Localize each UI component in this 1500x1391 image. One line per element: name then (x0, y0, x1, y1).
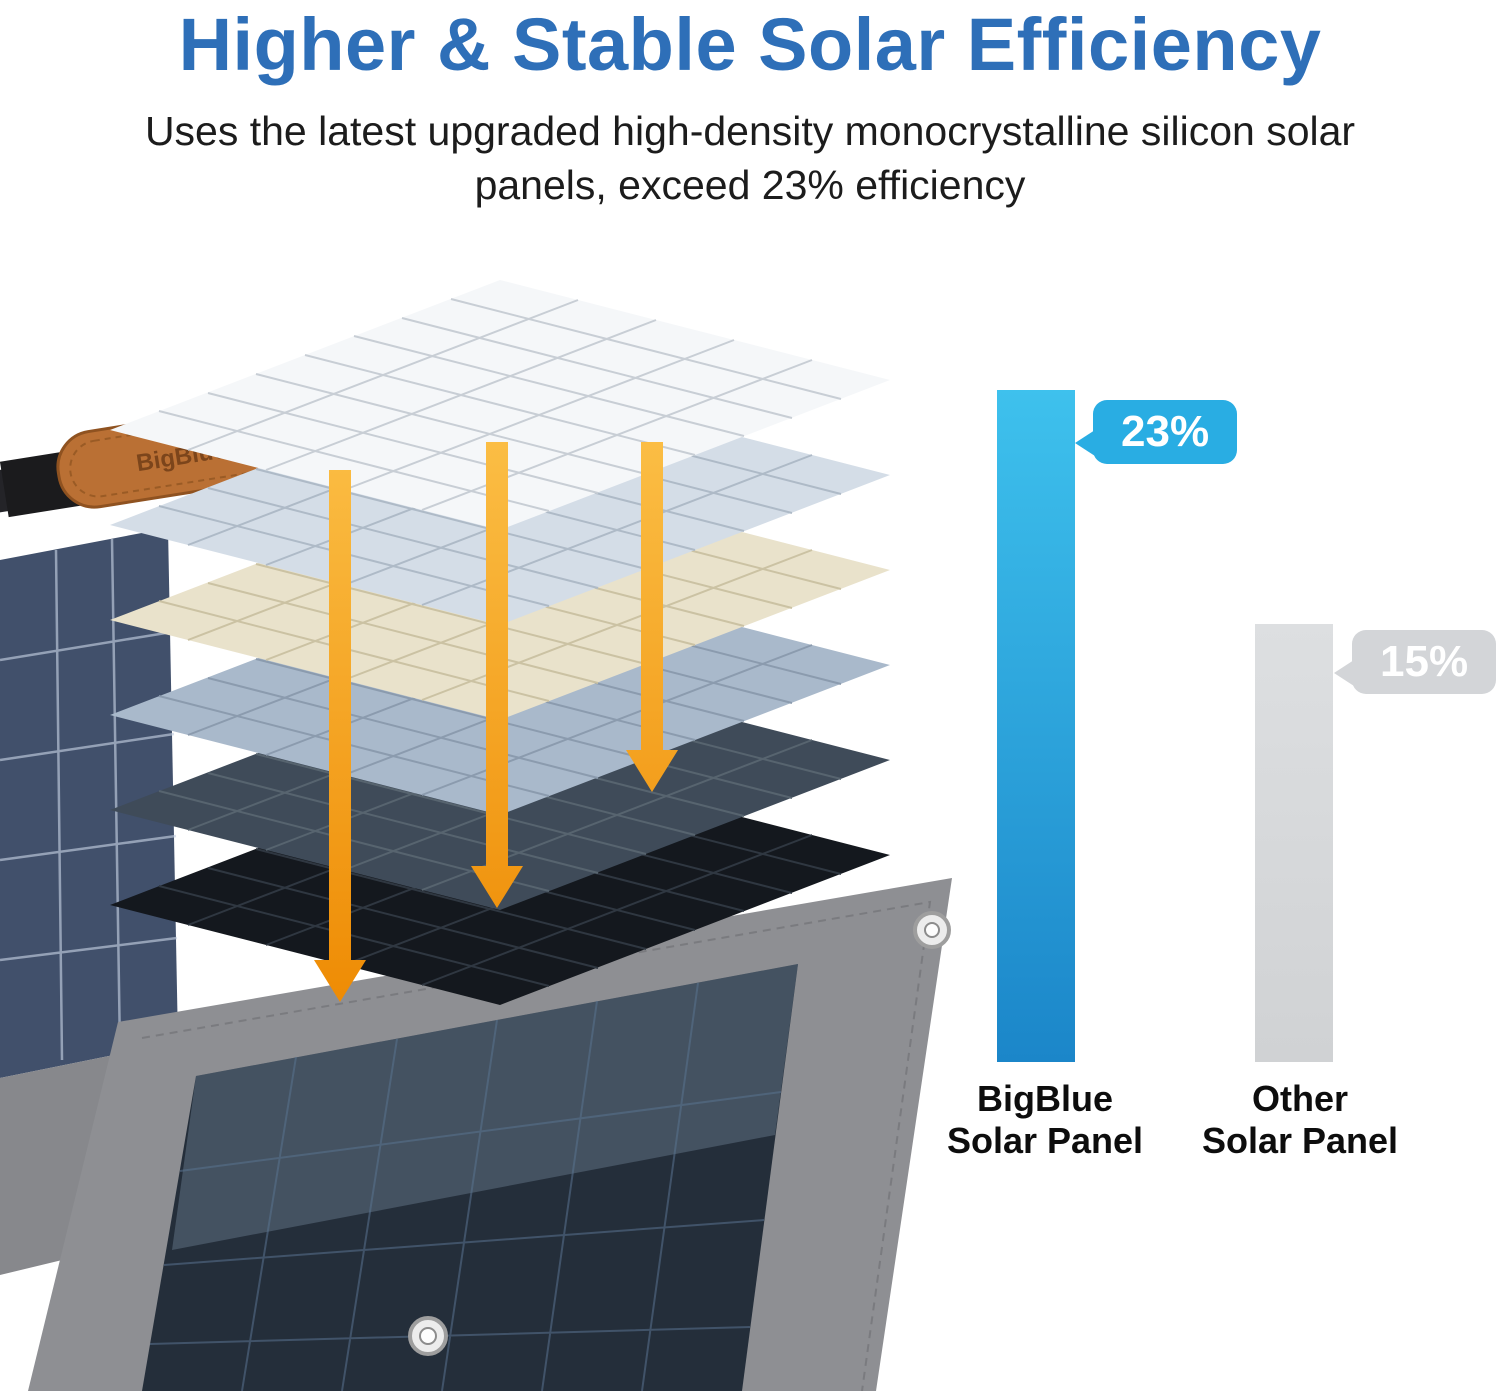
grommet-right-icon (913, 911, 951, 949)
bigblue-value-label: 23% (1121, 407, 1210, 456)
down-arrows-icon (314, 442, 678, 1002)
grommet-bottom-icon (408, 1316, 448, 1356)
bigblue-efficiency-bar (997, 390, 1075, 1062)
bigblue-value-bubble: 23% (1075, 400, 1238, 464)
page-title: Higher & Stable Solar Efficiency (178, 3, 1322, 86)
bar-label-line: Solar Panel (1201, 1120, 1399, 1162)
bubble-tail (1075, 430, 1095, 456)
other-bar-label: Other Solar Panel (1180, 1078, 1420, 1163)
bar-label-line: Other (1251, 1078, 1348, 1119)
other-value-label: 15% (1380, 637, 1469, 686)
solar-panel-exploded-illustration: BigBlue (0, 279, 952, 1391)
other-value-bubble: 15% (1334, 630, 1497, 694)
other-efficiency-bar (1255, 624, 1333, 1062)
bubble-tail (1334, 660, 1354, 686)
front-fabric-panel (28, 878, 952, 1391)
page-subtitle: Uses the latest upgraded high-density mo… (144, 108, 1356, 209)
